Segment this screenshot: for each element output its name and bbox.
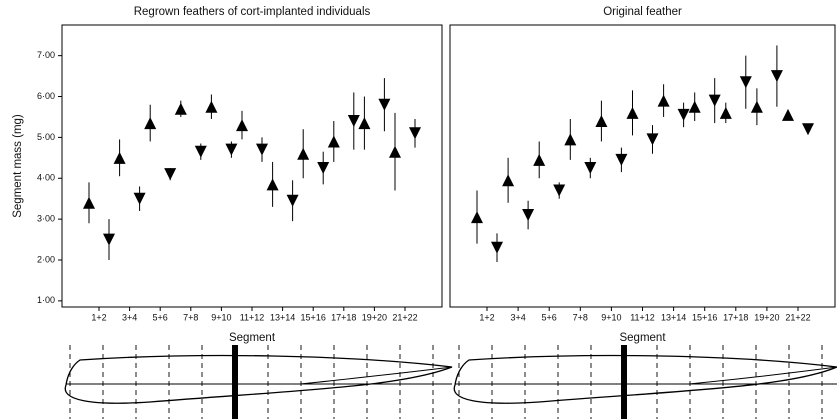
marker-up	[750, 100, 763, 113]
marker-up	[471, 211, 483, 224]
marker-down	[584, 162, 597, 175]
marker-down	[646, 133, 659, 146]
x-tick-label: 3+4	[122, 312, 137, 322]
x-tick-label: 11+12	[240, 312, 265, 322]
marker-up	[502, 174, 515, 187]
marker-down	[164, 168, 177, 181]
x-tick-label: 17+18	[331, 312, 356, 322]
feather-diagrams	[64, 345, 837, 419]
marker-up	[626, 106, 639, 119]
marker-down	[522, 209, 535, 222]
x-tick-label: 13+14	[270, 312, 295, 322]
x-tick-label: 13+14	[661, 312, 686, 322]
marker-up	[205, 100, 218, 113]
x-tick-label: 5+6	[542, 312, 557, 322]
x-tick-label: 9+10	[211, 312, 231, 322]
marker-up	[144, 117, 157, 130]
x-tick-label: 17+18	[723, 312, 748, 322]
marker-up	[688, 100, 701, 113]
marker-down	[133, 192, 146, 205]
marker-down	[491, 241, 503, 254]
x-tick-label: 3+4	[510, 312, 525, 322]
x-tick-label: 15+16	[301, 312, 326, 322]
marker-down	[378, 98, 391, 111]
y-tick-label: 6·00	[37, 91, 55, 101]
marker-up	[533, 153, 546, 166]
x-axis-label: Segment	[619, 332, 666, 344]
feather-right	[453, 345, 837, 419]
marker-down	[708, 94, 721, 107]
marker-down	[802, 123, 814, 136]
x-tick-label: 1+2	[91, 312, 106, 322]
marker-up	[174, 102, 187, 115]
marker-down	[286, 194, 299, 207]
marker-down	[225, 143, 238, 156]
x-tick-label: 21+22	[392, 312, 417, 322]
marker-down	[739, 76, 752, 89]
chart-title: Original feather	[603, 6, 682, 18]
marker-up	[297, 147, 310, 160]
plot-frame	[61, 24, 443, 308]
x-tick-label: 7+8	[183, 312, 198, 322]
marker-down	[317, 162, 330, 175]
marker-down	[553, 184, 566, 197]
x-tick-label: 15+16	[692, 312, 717, 322]
x-tick-label: 9+10	[601, 312, 621, 322]
marker-down	[770, 70, 783, 83]
y-tick-label: 1·00	[37, 295, 55, 305]
marker-down	[347, 115, 360, 128]
x-tick-label: 11+12	[630, 312, 655, 322]
marker-down	[194, 145, 207, 158]
y-axis-label: Segment mass (mg)	[12, 114, 24, 218]
marker-up	[236, 119, 248, 132]
x-tick-label: 7+8	[573, 312, 588, 322]
marker-up	[327, 135, 340, 148]
marker-up	[719, 106, 732, 119]
marker-up	[266, 178, 279, 191]
x-tick-label: 21+22	[785, 312, 810, 322]
marker-up	[782, 108, 794, 121]
marker-up	[389, 145, 401, 158]
marker-up	[113, 151, 126, 164]
x-tick-label: 19+20	[362, 312, 387, 322]
marker-down	[677, 108, 690, 121]
x-tick-label: 5+6	[153, 312, 168, 322]
x-tick-label: 1+2	[479, 312, 494, 322]
marker-down	[615, 153, 628, 166]
x-tick-label: 19+20	[754, 312, 779, 322]
marker-down	[409, 127, 421, 140]
feather-left	[64, 345, 453, 419]
marker-up	[595, 115, 608, 128]
y-tick-label: 4·00	[37, 173, 55, 183]
y-tick-label: 3·00	[37, 214, 55, 224]
y-tick-label: 5·00	[37, 132, 55, 142]
y-tick-label: 7·00	[37, 50, 55, 60]
x-axis-label: Segment	[229, 332, 276, 344]
marker-down	[103, 233, 115, 246]
chart-title: Regrown feathers of cort-implanted indiv…	[134, 6, 371, 18]
marker-up	[564, 133, 577, 146]
y-tick-label: 2·00	[37, 254, 55, 264]
marker-down	[256, 143, 268, 156]
marker-up	[83, 196, 95, 209]
marker-up	[358, 117, 371, 130]
marker-up	[657, 94, 670, 107]
